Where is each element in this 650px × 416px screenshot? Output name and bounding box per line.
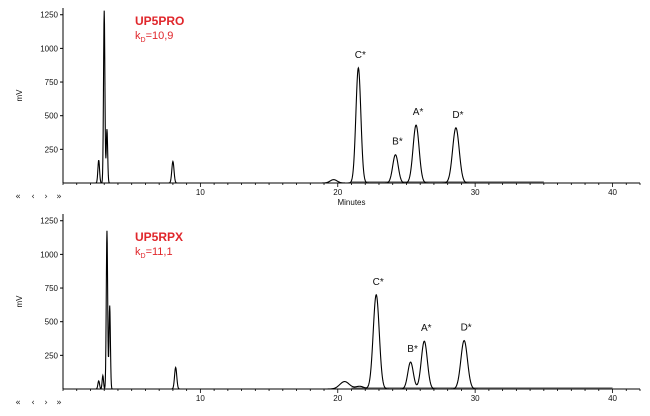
y-tick-label: 500 [45, 112, 59, 121]
y-tick-label: 750 [45, 284, 59, 293]
nav-prev-button[interactable]: ‹ [31, 192, 35, 202]
column-name: UP5RPX [135, 230, 183, 244]
y-tick-label: 1250 [40, 11, 58, 20]
kd-value: kD=11,1 [135, 246, 173, 260]
column-name: UP5PRO [135, 14, 184, 28]
peak-label: A* [413, 107, 424, 118]
x-tick-label: 20 [333, 188, 342, 197]
x-tick-label: 10 [196, 394, 205, 403]
nav-next-button[interactable]: › [44, 398, 48, 408]
nav-last-button[interactable]: » [56, 398, 62, 408]
y-tick-label: 250 [45, 351, 59, 360]
nav-first-button[interactable]: « [15, 192, 21, 202]
y-tick-label: 250 [45, 145, 59, 154]
x-tick-label: 20 [333, 394, 342, 403]
nav-last-button[interactable]: » [56, 192, 62, 202]
peak-label: D* [461, 323, 472, 334]
y-axis-title: mV [15, 295, 24, 308]
peak-label: D* [452, 110, 463, 121]
y-tick-label: 1000 [40, 44, 58, 53]
x-tick-label: 40 [608, 394, 617, 403]
y-tick-label: 750 [45, 78, 59, 87]
y-tick-label: 1000 [40, 250, 58, 259]
y-tick-label: 500 [45, 318, 59, 327]
y-tick-label: 1250 [40, 217, 58, 226]
peak-label: B* [407, 344, 418, 355]
nav-prev-button[interactable]: ‹ [31, 398, 35, 408]
x-tick-label: 40 [608, 188, 617, 197]
peak-label: A* [421, 323, 432, 334]
chromatogram-trace [90, 230, 613, 390]
peak-label: B* [392, 137, 403, 148]
x-tick-label: 30 [471, 394, 480, 403]
x-tick-label: 10 [196, 188, 205, 197]
peak-label: C* [355, 50, 366, 61]
nav-first-button[interactable]: « [15, 398, 21, 408]
y-axis-title: mV [15, 89, 24, 102]
kd-value: kD=10,9 [135, 30, 173, 44]
chromatogram-trace [90, 10, 544, 184]
x-axis-title: Minutes [337, 198, 365, 207]
nav-next-button[interactable]: › [44, 192, 48, 202]
peak-label: C* [373, 277, 384, 288]
x-tick-label: 30 [471, 188, 480, 197]
